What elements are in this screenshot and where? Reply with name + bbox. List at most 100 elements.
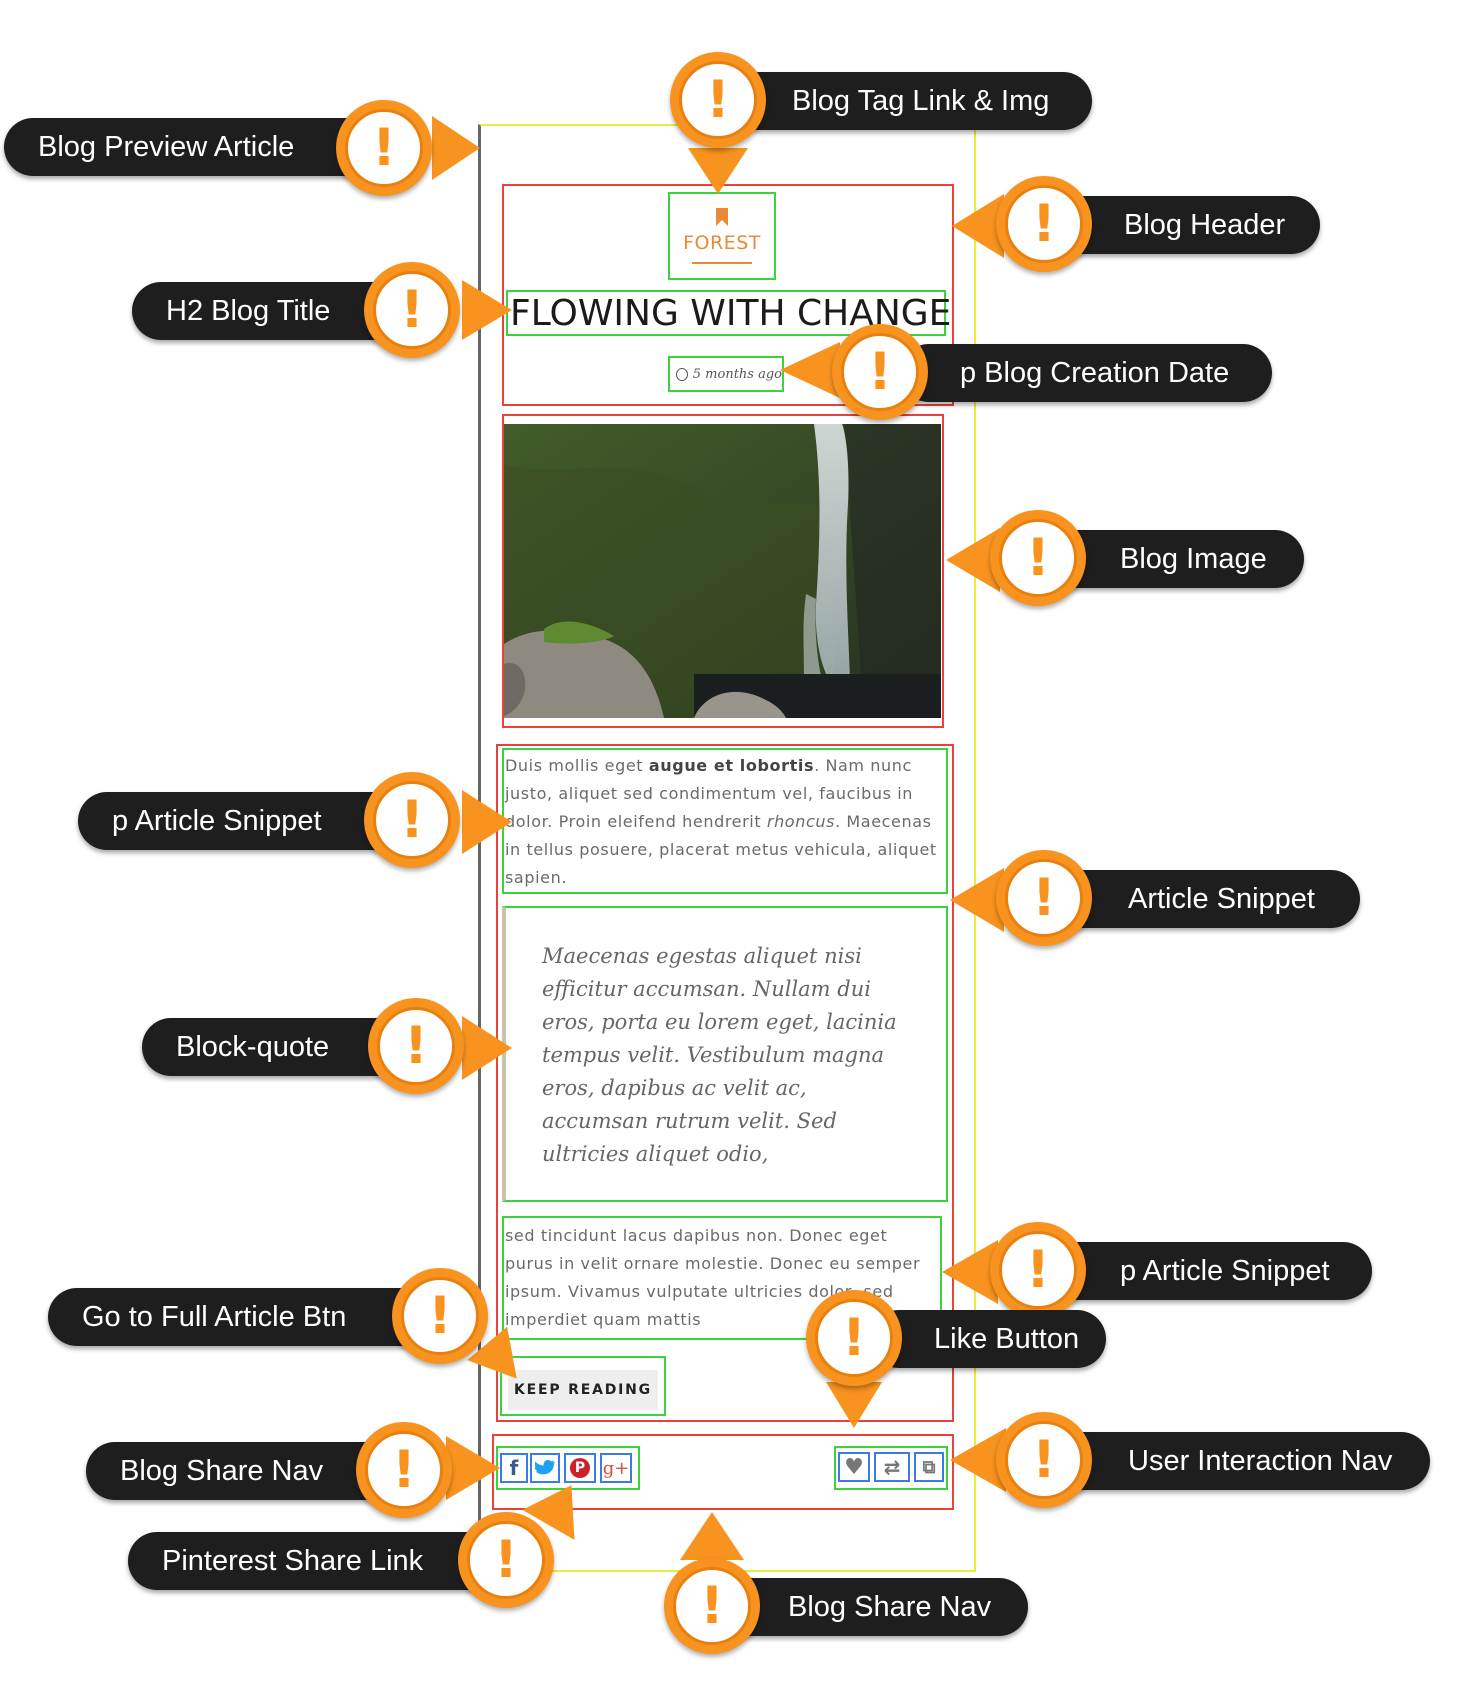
exclamation-icon: ! — [1005, 1421, 1083, 1499]
callout-text: Blog Image — [1120, 542, 1267, 575]
callout-pin-article-snippet: ! — [996, 850, 1092, 946]
callout-pin-go-to-full-article-btn: ! — [392, 1268, 488, 1364]
exclamation-icon: ! — [1005, 859, 1083, 937]
exclamation-icon: ! — [373, 781, 451, 859]
blog-creation-date: 5 months ago — [668, 356, 784, 392]
callout-label-blog-share-nav-2: Blog Share Nav — [712, 1578, 1028, 1636]
callout-text: Blog Header — [1124, 208, 1286, 241]
callout-label-go-to-full-article-btn: Go to Full Article Btn — [48, 1288, 460, 1346]
callout-text: H2 Blog Title — [166, 294, 331, 327]
callout-text: User Interaction Nav — [1128, 1444, 1393, 1477]
share-icons: f P g+ — [500, 1450, 640, 1486]
callout-text: p Blog Creation Date — [960, 356, 1230, 389]
callout-text: p Article Snippet — [1120, 1254, 1330, 1287]
clock-icon — [676, 367, 688, 381]
callout-label-p-article-snippet-2: p Article Snippet — [1036, 1242, 1372, 1300]
callout-pin-blog-share-nav-2: ! — [664, 1558, 760, 1654]
callout-pin-like-button: ! — [806, 1290, 902, 1386]
callout-text: Blog Tag Link & Img — [792, 84, 1050, 117]
callout-pin-blog-image: ! — [990, 510, 1086, 606]
callout-pin-blog-tag-link-img: ! — [670, 52, 766, 148]
callout-pin-p-article-snippet-2: ! — [990, 1222, 1086, 1318]
snippet1-text-c: . Maecenas in tellus posuere, placerat m… — [505, 812, 937, 887]
pointer-article-snippet — [950, 868, 1004, 932]
pointer-like-button — [826, 1382, 882, 1428]
blog-tag-link[interactable]: FOREST — [668, 192, 776, 280]
pointer-p-snippet-2 — [942, 1240, 998, 1304]
callout-text: Pinterest Share Link — [162, 1544, 424, 1577]
block-quote-text: Maecenas egestas aliquet nisi efficitur … — [542, 944, 897, 1166]
callout-text: Blog Share Nav — [120, 1454, 324, 1487]
pinterest-icon[interactable]: P — [564, 1453, 596, 1483]
google-plus-icon[interactable]: g+ — [600, 1453, 632, 1483]
exclamation-icon: ! — [999, 1231, 1077, 1309]
callout-label-blog-preview-article: Blog Preview Article — [4, 118, 380, 176]
callout-text: Go to Full Article Btn — [82, 1300, 347, 1333]
pointer-h2-title — [462, 280, 512, 340]
exclamation-icon: ! — [1005, 185, 1083, 263]
article-snippet-paragraph-1: Duis mollis eget augue et lobortis. Nam … — [502, 748, 948, 894]
exclamation-icon: ! — [401, 1277, 479, 1355]
user-interaction-nav — [834, 1446, 948, 1490]
callout-pin-h2-blog-title: ! — [364, 262, 460, 358]
exclamation-icon: ! — [679, 61, 757, 139]
callout-text: Like Button — [934, 1322, 1080, 1355]
callout-pin-p-blog-creation-date: ! — [832, 324, 928, 420]
exclamation-icon: ! — [365, 1431, 443, 1509]
pointer-block-quote — [462, 1016, 512, 1080]
pointer-share-nav-1 — [446, 1436, 500, 1500]
exclamation-icon: ! — [673, 1567, 751, 1645]
keep-reading-button[interactable]: KEEP READING — [508, 1370, 658, 1410]
callout-label-p-blog-creation-date: p Blog Creation Date — [900, 344, 1272, 402]
callout-text: Blog Share Nav — [788, 1590, 992, 1623]
callout-pin-blog-preview-article: ! — [336, 100, 432, 196]
blog-tag-label: FOREST — [683, 232, 761, 254]
callout-pin-blog-header: ! — [996, 176, 1092, 272]
block-quote: Maecenas egestas aliquet nisi efficitur … — [502, 906, 948, 1202]
callout-label-p-article-snippet-1: p Article Snippet — [78, 792, 422, 850]
callout-text: Article Snippet — [1128, 882, 1315, 915]
date-text: 5 months ago — [692, 366, 782, 382]
callout-pin-p-article-snippet-1: ! — [364, 772, 460, 868]
callout-text: Block-quote — [176, 1030, 330, 1063]
blog-image-frame — [502, 414, 944, 728]
go-to-full-article-frame — [500, 1356, 666, 1416]
snippet1-text-b: . Nam nunc justo, aliquet sed condimentu… — [505, 756, 914, 831]
exclamation-icon: ! — [377, 1007, 455, 1085]
exclamation-icon: ! — [345, 109, 423, 187]
snippet1-italic: rhoncus — [766, 812, 836, 831]
pointer-creation-date — [780, 342, 840, 398]
callout-pin-pinterest-share-link: ! — [458, 1512, 554, 1608]
twitter-icon[interactable] — [530, 1453, 560, 1483]
callout-pin-block-quote: ! — [368, 998, 464, 1094]
pointer-blog-tag — [688, 148, 748, 194]
bookmark-icon — [670, 208, 774, 230]
blog-image — [504, 424, 941, 718]
pointer-p-snippet-1 — [462, 790, 512, 854]
tag-underline — [692, 262, 752, 264]
exclamation-icon: ! — [467, 1521, 545, 1599]
callout-text: Blog Preview Article — [38, 130, 295, 163]
callout-label-like-button: Like Button — [870, 1310, 1106, 1368]
callout-label-pinterest-share-link: Pinterest Share Link — [128, 1532, 518, 1590]
callout-label-article-snippet: Article Snippet — [1040, 870, 1360, 928]
retweet-icon[interactable]: ⇄ — [874, 1452, 910, 1482]
waterfall-photo — [504, 424, 941, 718]
article-snippet — [496, 744, 954, 1422]
exclamation-icon: ! — [373, 271, 451, 349]
article-snippet-paragraph-2: sed tincidunt lacus dapibus non. Donec e… — [502, 1216, 942, 1340]
pointer-blog-preview-article — [432, 116, 480, 180]
exclamation-icon: ! — [999, 519, 1077, 597]
pointer-share-nav-2 — [680, 1512, 744, 1560]
exclamation-icon: ! — [815, 1299, 893, 1377]
callout-label-blog-tag-link-img: Blog Tag Link & Img — [730, 72, 1092, 130]
snippet1-bold: augue et lobortis — [648, 756, 815, 775]
snippet2-text: sed tincidunt lacus dapibus non. Donec e… — [505, 1226, 921, 1329]
external-link-icon[interactable]: ⧉ — [914, 1452, 944, 1482]
pointer-blog-header — [952, 194, 1004, 258]
callout-label-user-interaction-nav: User Interaction Nav — [1040, 1432, 1430, 1490]
exclamation-icon: ! — [841, 333, 919, 411]
heart-icon[interactable]: ♥ — [838, 1452, 870, 1482]
facebook-icon[interactable]: f — [500, 1453, 528, 1483]
snippet1-text-a: Duis mollis eget — [505, 756, 649, 775]
